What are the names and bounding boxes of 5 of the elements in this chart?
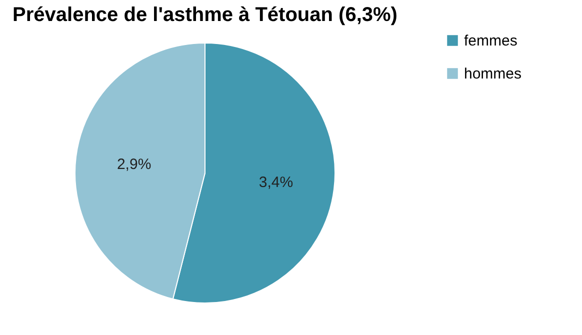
legend-label: femmes <box>464 32 518 50</box>
chart-title: Prévalence de l'asthme à Tétouan (6,3%) <box>12 4 398 26</box>
data-label: 2,9% <box>116 156 152 174</box>
data-label: 3,4% <box>258 174 294 191</box>
legend-label: hommes <box>464 66 522 82</box>
